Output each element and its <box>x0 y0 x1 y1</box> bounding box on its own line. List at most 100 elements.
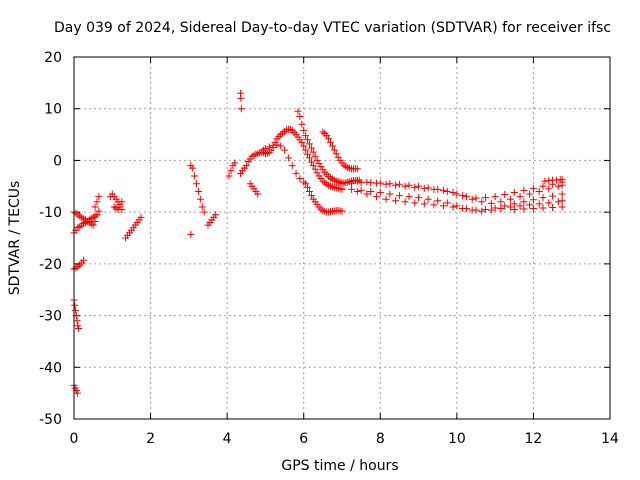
data-point <box>539 204 547 212</box>
data-point <box>307 158 315 166</box>
data-point <box>558 197 566 205</box>
data-point <box>539 182 547 190</box>
data-point <box>449 188 457 196</box>
data-point <box>300 142 308 150</box>
data-point <box>549 192 557 200</box>
data-point <box>472 194 480 202</box>
data-point <box>516 202 524 210</box>
data-point <box>506 195 514 203</box>
data-point <box>307 144 315 152</box>
data-point <box>292 169 300 177</box>
data-point <box>497 205 505 213</box>
y-tick-label: -20 <box>39 257 62 273</box>
data-point <box>261 145 269 153</box>
data-point <box>520 198 528 206</box>
data-point <box>302 180 310 188</box>
data-point <box>307 192 315 200</box>
y-tick-label: -50 <box>39 412 62 428</box>
data-point <box>386 190 394 198</box>
data-point <box>281 146 289 154</box>
data-point <box>539 194 547 202</box>
data-point <box>298 120 306 128</box>
data-point <box>424 195 432 203</box>
data-point <box>449 203 457 211</box>
data-point <box>269 141 277 149</box>
data-point <box>327 138 335 146</box>
data-point <box>367 187 375 195</box>
data-point <box>487 199 495 207</box>
data-point <box>434 197 442 205</box>
data-point <box>420 200 428 208</box>
data-point <box>520 186 528 194</box>
data-point <box>254 190 262 198</box>
data-point <box>401 198 409 206</box>
data-point <box>305 187 313 195</box>
data-point <box>392 197 400 205</box>
data-point <box>304 136 312 144</box>
data-point <box>237 105 245 113</box>
data-point <box>198 203 206 211</box>
data-point <box>506 203 514 211</box>
data-point <box>459 192 467 200</box>
data-point <box>497 198 505 206</box>
data-point <box>89 221 97 229</box>
data-point <box>411 183 419 191</box>
data-point <box>535 200 543 208</box>
data-point <box>357 186 365 194</box>
data-point <box>93 198 101 206</box>
data-point <box>189 164 197 172</box>
x-tick-label: 4 <box>223 431 232 447</box>
x-tick-label: 12 <box>525 431 543 447</box>
data-point <box>357 179 365 187</box>
data-point <box>510 206 518 214</box>
data-point <box>535 187 543 195</box>
data-point <box>501 202 509 210</box>
data-point <box>116 203 124 211</box>
data-point <box>482 206 490 214</box>
data-point <box>459 205 467 213</box>
data-point <box>462 193 470 201</box>
data-point <box>453 190 461 198</box>
data-point <box>552 176 560 184</box>
data-point <box>193 180 201 188</box>
data-point <box>231 159 239 167</box>
data-point <box>554 198 562 206</box>
data-point <box>237 94 245 102</box>
data-point <box>363 190 371 198</box>
data-point <box>430 201 438 209</box>
data-point <box>311 165 319 173</box>
data-point <box>309 148 317 156</box>
data-point <box>265 143 273 151</box>
data-point <box>305 140 313 148</box>
data-point <box>288 162 296 170</box>
data-point <box>300 126 308 134</box>
data-point <box>325 135 333 143</box>
data-point <box>338 207 346 215</box>
data-point <box>296 112 304 120</box>
data-point <box>545 185 553 193</box>
data-point <box>549 203 557 211</box>
y-tick-label: 10 <box>44 102 62 118</box>
data-point <box>328 142 336 150</box>
data-point <box>353 187 361 195</box>
data-point <box>468 206 476 214</box>
data-point <box>376 188 384 196</box>
data-point <box>302 132 310 140</box>
data-point <box>187 230 195 238</box>
data-point <box>405 181 413 189</box>
data-point <box>439 202 447 210</box>
data-point <box>363 178 371 186</box>
y-tick-label: -10 <box>39 205 62 221</box>
data-point <box>200 208 208 216</box>
y-axis-label: SDTVAR / TECUs <box>7 181 23 296</box>
data-point <box>526 201 534 209</box>
data-point <box>401 182 409 190</box>
data-point <box>118 198 126 206</box>
chart-title: Day 039 of 2024, Sidereal Day-to-day VTE… <box>54 20 611 36</box>
data-point <box>415 194 423 202</box>
data-point <box>80 256 88 264</box>
data-point <box>194 187 202 195</box>
data-point <box>376 179 384 187</box>
data-point <box>478 198 486 206</box>
plot-frame <box>73 56 611 420</box>
